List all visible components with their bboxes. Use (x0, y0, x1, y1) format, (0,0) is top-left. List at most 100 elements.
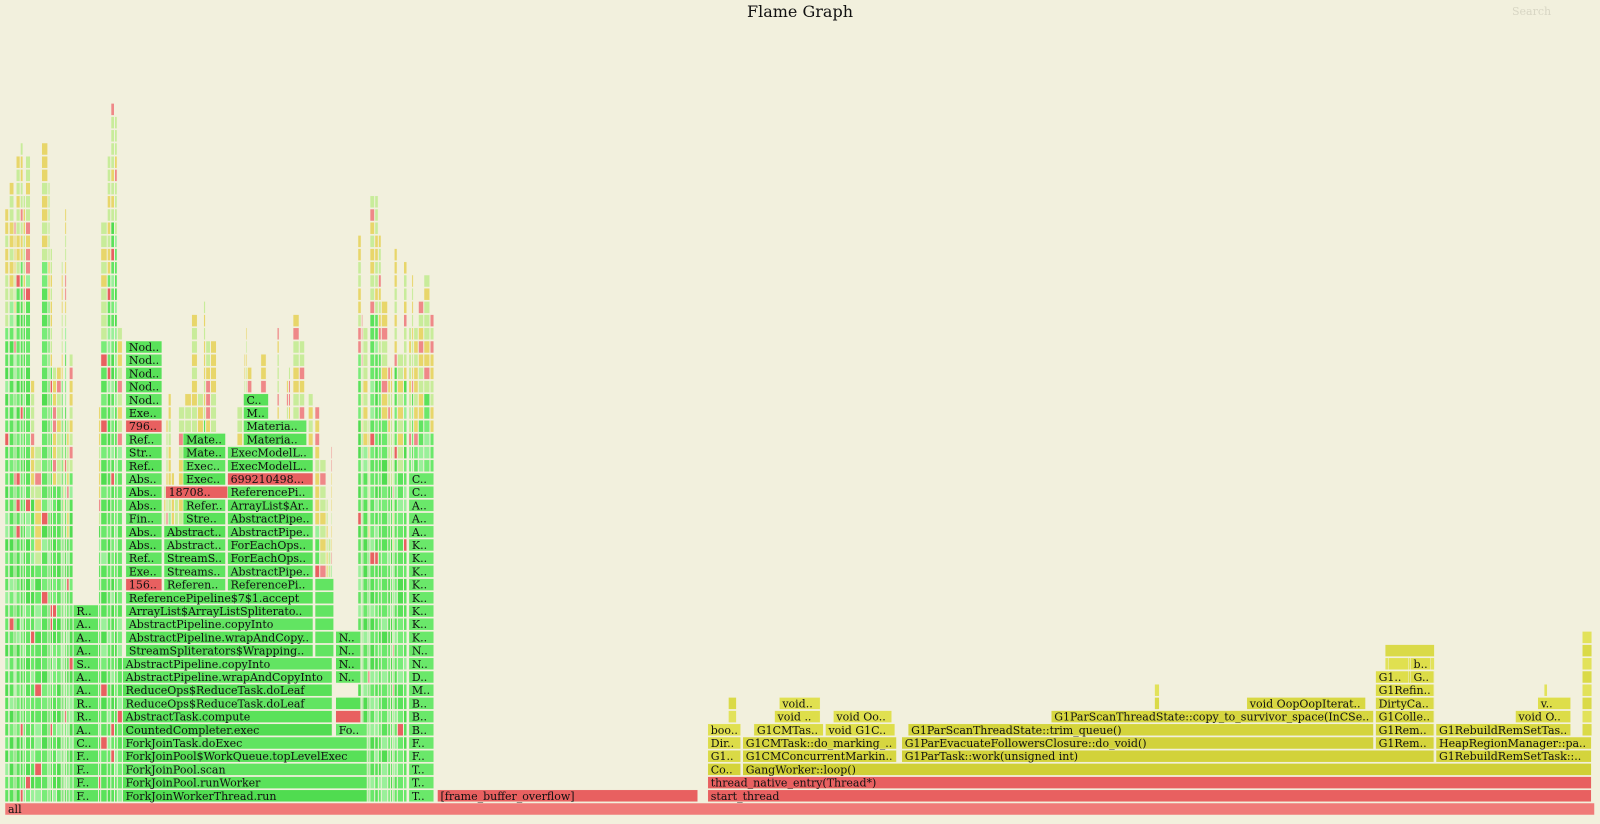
deep-frame[interactable] (117, 340, 123, 354)
deep-frame[interactable] (23, 327, 26, 341)
deep-frame[interactable] (41, 367, 48, 380)
deep-frame[interactable] (30, 472, 35, 486)
deep-frame[interactable] (381, 353, 388, 367)
deep-frame[interactable] (16, 459, 21, 473)
deep-frame[interactable] (47, 710, 51, 723)
deep-frame[interactable] (387, 406, 391, 420)
deep-frame[interactable] (403, 274, 408, 288)
deep-frame[interactable] (374, 644, 379, 657)
deep-frame[interactable] (61, 419, 64, 433)
deep-frame[interactable] (66, 565, 70, 578)
deep-frame[interactable] (387, 683, 391, 697)
deep-frame[interactable] (374, 472, 379, 486)
deep-frame[interactable] (9, 538, 15, 552)
deep-frame[interactable] (23, 248, 26, 261)
deep-frame[interactable] (369, 551, 375, 565)
frame[interactable]: AbstractTask.compute (122, 710, 333, 724)
deep-frame[interactable] (50, 472, 53, 486)
deep-frame[interactable] (100, 235, 108, 248)
deep-frame[interactable] (63, 565, 65, 578)
deep-frame[interactable] (378, 604, 382, 618)
deep-frame[interactable] (47, 591, 51, 605)
deep-frame[interactable] (69, 644, 74, 657)
deep-frame[interactable] (47, 644, 51, 657)
deep-frame[interactable] (114, 261, 118, 275)
deep-frame[interactable] (367, 578, 370, 591)
deep-frame[interactable] (369, 525, 375, 539)
deep-frame[interactable] (4, 301, 9, 314)
deep-frame[interactable] (25, 683, 31, 697)
deep-frame[interactable] (56, 578, 62, 591)
deep-frame[interactable] (403, 367, 408, 380)
deep-frame[interactable] (314, 538, 320, 552)
deep-frame[interactable] (378, 446, 382, 459)
deep-frame[interactable] (47, 776, 51, 789)
deep-frame[interactable] (47, 314, 51, 327)
deep-frame[interactable] (52, 763, 57, 776)
deep-frame[interactable] (4, 393, 9, 407)
deep-frame[interactable] (61, 406, 64, 420)
deep-frame[interactable] (14, 512, 17, 525)
deep-frame[interactable] (397, 446, 404, 459)
deep-frame[interactable] (392, 472, 395, 486)
deep-frame[interactable] (61, 578, 64, 591)
deep-frame[interactable] (64, 657, 67, 671)
deep-frame[interactable] (23, 776, 26, 789)
frame[interactable]: void.. (779, 697, 821, 710)
deep-frame[interactable] (20, 419, 24, 433)
deep-frame[interactable] (392, 617, 395, 631)
deep-frame[interactable] (357, 472, 362, 486)
frame[interactable]: R.. (73, 697, 99, 710)
deep-frame[interactable] (56, 485, 62, 499)
deep-frame[interactable] (98, 406, 101, 420)
deep-frame[interactable] (429, 393, 435, 407)
deep-frame[interactable] (114, 314, 118, 327)
frame[interactable]: G1Rem.. (1375, 723, 1435, 737)
deep-frame[interactable] (408, 433, 412, 446)
deep-frame[interactable] (1582, 683, 1593, 697)
deep-frame[interactable] (381, 736, 388, 750)
deep-frame[interactable] (387, 789, 391, 803)
deep-frame[interactable] (308, 406, 314, 420)
deep-frame[interactable] (63, 736, 65, 750)
deep-frame[interactable] (397, 617, 404, 631)
deep-frame[interactable] (41, 208, 48, 222)
deep-frame[interactable] (34, 499, 42, 512)
deep-frame[interactable] (381, 433, 388, 446)
deep-frame[interactable] (244, 353, 246, 367)
deep-frame[interactable] (20, 353, 24, 367)
deep-frame[interactable] (423, 301, 430, 314)
deep-frame[interactable] (403, 314, 408, 327)
deep-frame[interactable] (408, 393, 412, 407)
deep-frame[interactable] (378, 644, 382, 657)
deep-frame[interactable] (41, 314, 48, 327)
deep-frame[interactable] (390, 393, 393, 407)
deep-frame[interactable] (403, 697, 408, 710)
deep-frame[interactable] (374, 789, 379, 803)
deep-frame[interactable] (41, 617, 48, 631)
deep-frame[interactable] (394, 248, 398, 261)
deep-frame[interactable] (357, 327, 362, 341)
deep-frame[interactable] (23, 287, 26, 301)
deep-frame[interactable] (52, 472, 57, 486)
frame[interactable]: Ref.. (125, 551, 163, 565)
deep-frame[interactable] (369, 512, 375, 525)
deep-frame[interactable] (9, 565, 15, 578)
deep-frame[interactable] (14, 538, 17, 552)
deep-frame[interactable] (16, 472, 21, 486)
deep-frame[interactable] (66, 644, 70, 657)
deep-frame[interactable] (52, 565, 57, 578)
deep-frame[interactable] (418, 433, 424, 446)
deep-frame[interactable] (107, 274, 111, 288)
deep-frame[interactable] (52, 631, 57, 644)
frame[interactable]: void .. (774, 710, 821, 724)
frame[interactable]: K.. (408, 578, 435, 592)
deep-frame[interactable] (378, 776, 382, 789)
deep-frame[interactable] (16, 182, 21, 195)
deep-frame[interactable] (362, 565, 368, 578)
deep-frame[interactable] (361, 433, 363, 446)
deep-frame[interactable] (4, 446, 9, 459)
deep-frame[interactable] (299, 340, 305, 354)
deep-frame[interactable] (390, 723, 393, 737)
deep-frame[interactable] (56, 419, 62, 433)
